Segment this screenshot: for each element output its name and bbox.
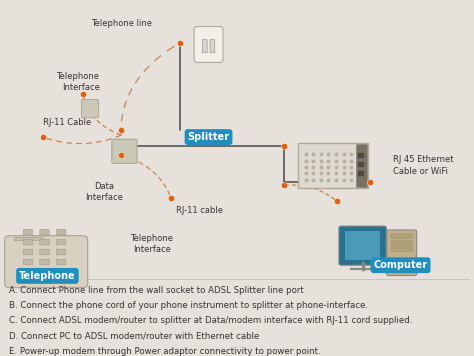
Text: C. Connect ADSL modem/router to splitter at Data/modem interface with RJ-11 cord: C. Connect ADSL modem/router to splitter… bbox=[9, 316, 413, 325]
FancyBboxPatch shape bbox=[40, 229, 49, 235]
Text: Telephone line: Telephone line bbox=[91, 19, 152, 28]
FancyBboxPatch shape bbox=[40, 259, 49, 265]
FancyBboxPatch shape bbox=[345, 231, 380, 260]
FancyBboxPatch shape bbox=[339, 226, 386, 265]
FancyBboxPatch shape bbox=[391, 247, 412, 252]
Text: RJ-11 cable: RJ-11 cable bbox=[175, 205, 223, 215]
FancyBboxPatch shape bbox=[391, 234, 412, 239]
FancyBboxPatch shape bbox=[387, 230, 417, 276]
Text: Telephone
Interface: Telephone Interface bbox=[56, 72, 100, 92]
FancyBboxPatch shape bbox=[5, 236, 88, 288]
Text: RJ 45 Ethernet
Cable or WiFi: RJ 45 Ethernet Cable or WiFi bbox=[393, 156, 454, 176]
FancyBboxPatch shape bbox=[23, 229, 33, 235]
FancyBboxPatch shape bbox=[82, 100, 99, 117]
Text: Telephone: Telephone bbox=[19, 271, 76, 281]
FancyBboxPatch shape bbox=[358, 153, 364, 158]
FancyBboxPatch shape bbox=[202, 40, 207, 53]
Text: Splitter: Splitter bbox=[188, 132, 229, 142]
FancyBboxPatch shape bbox=[56, 249, 66, 255]
FancyBboxPatch shape bbox=[40, 249, 49, 255]
Text: B. Connect the phone cord of your phone instrument to splitter at phone-interfac: B. Connect the phone cord of your phone … bbox=[9, 301, 368, 310]
FancyBboxPatch shape bbox=[56, 259, 66, 265]
FancyBboxPatch shape bbox=[56, 239, 66, 245]
FancyBboxPatch shape bbox=[210, 40, 215, 53]
FancyBboxPatch shape bbox=[298, 143, 368, 188]
FancyBboxPatch shape bbox=[112, 139, 137, 163]
Text: A. Connect Phone line from the wall socket to ADSL Splitter line port: A. Connect Phone line from the wall sock… bbox=[9, 286, 304, 295]
FancyBboxPatch shape bbox=[23, 259, 33, 265]
FancyBboxPatch shape bbox=[56, 229, 66, 235]
FancyBboxPatch shape bbox=[356, 144, 367, 187]
FancyBboxPatch shape bbox=[358, 162, 364, 167]
FancyBboxPatch shape bbox=[194, 27, 223, 63]
Text: D. Connect PC to ADSL modem/router with Ethernet cable: D. Connect PC to ADSL modem/router with … bbox=[9, 331, 260, 341]
Text: Telephone
Interface: Telephone Interface bbox=[130, 234, 173, 254]
FancyBboxPatch shape bbox=[391, 240, 412, 245]
Text: Data
Interface: Data Interface bbox=[85, 182, 123, 202]
FancyBboxPatch shape bbox=[40, 239, 49, 245]
Text: Computer: Computer bbox=[374, 260, 428, 270]
Polygon shape bbox=[14, 237, 43, 241]
Text: RJ-11 Cable: RJ-11 Cable bbox=[43, 118, 91, 127]
FancyBboxPatch shape bbox=[23, 239, 33, 245]
FancyBboxPatch shape bbox=[358, 171, 364, 176]
Text: E. Power-up modem through Power adaptor connectivity to power point.: E. Power-up modem through Power adaptor … bbox=[9, 347, 321, 356]
FancyBboxPatch shape bbox=[23, 249, 33, 255]
